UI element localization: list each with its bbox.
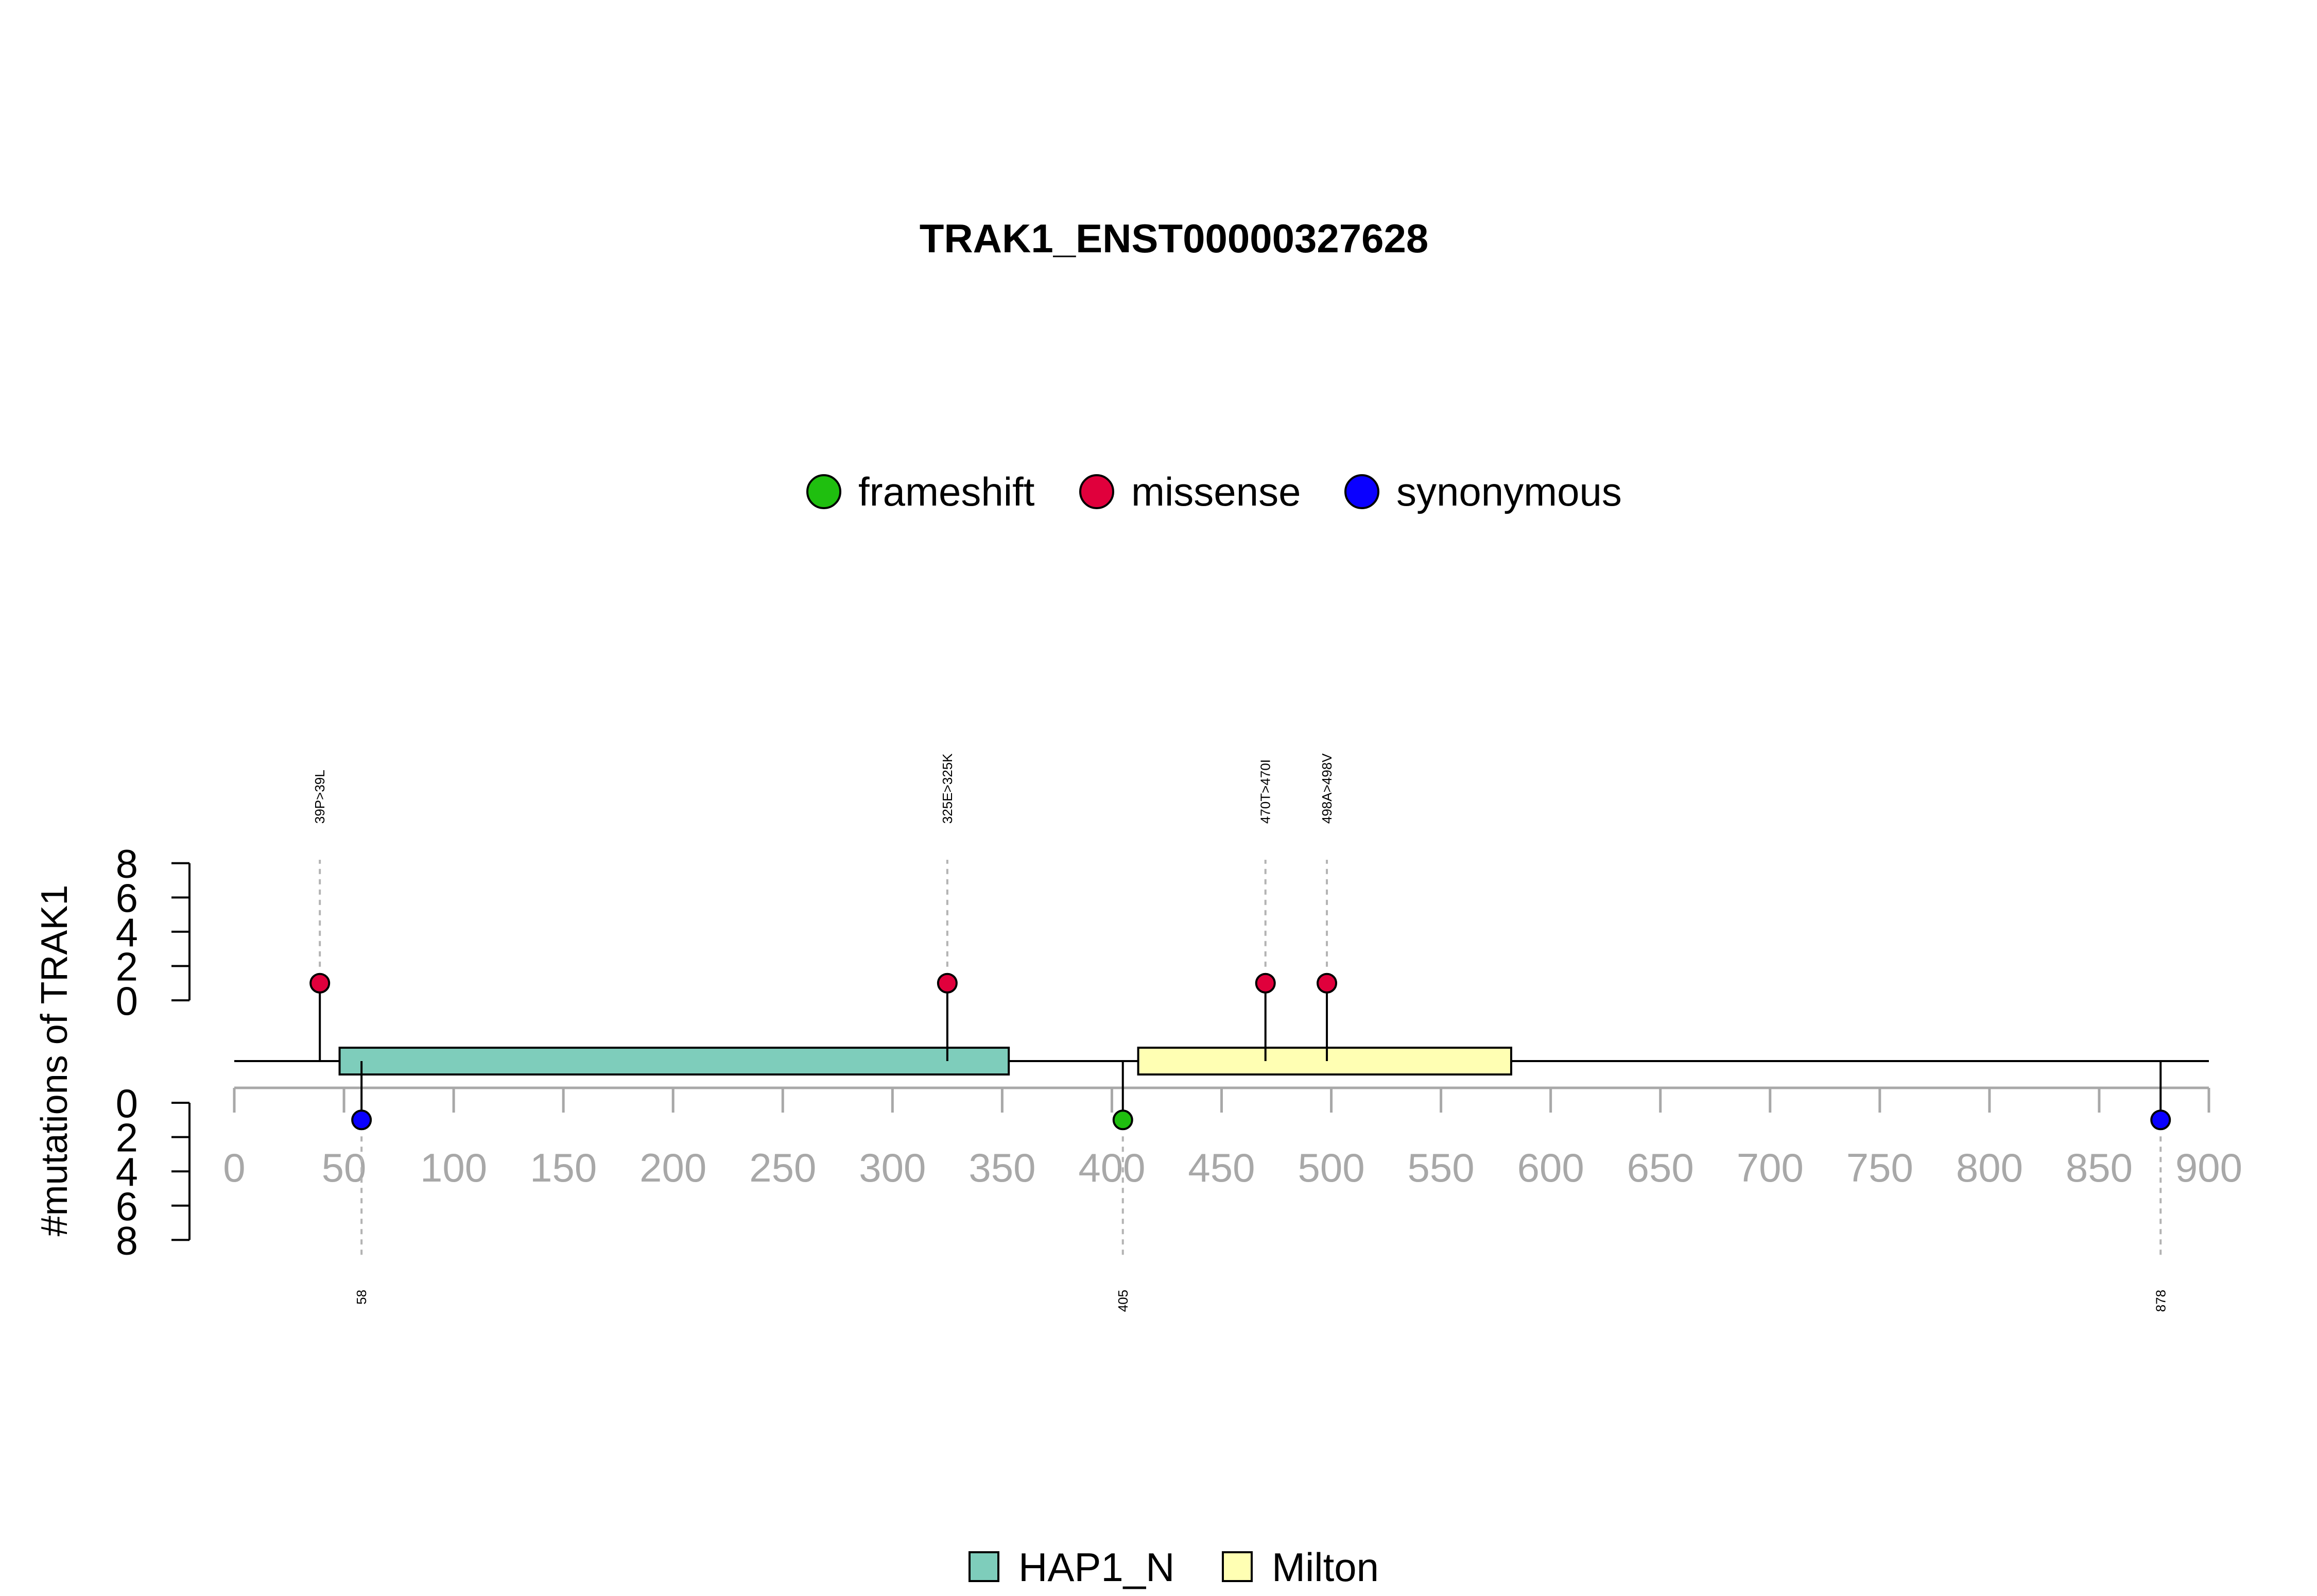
x-tick-label-650: 650: [1627, 1145, 1694, 1190]
mutation-label-498: 498A>498V: [1319, 753, 1335, 824]
mutation-type-legend: frameshift missense synonymous: [806, 469, 1622, 514]
y-tick-label-bottom-0: 0: [116, 1081, 138, 1126]
x-tick-label-400: 400: [1078, 1145, 1145, 1190]
mutation-lollipops: 39P>39L 325E>325K 470T>470I 498A>498V 58 405 8…: [309, 753, 2171, 1312]
domain-legend: HAP1_N Milton: [969, 1545, 1379, 1590]
legend-label-frameshift: frameshift: [858, 469, 1035, 514]
y-tick-label-top-8: 8: [116, 841, 138, 887]
x-tick-label-250: 250: [749, 1145, 816, 1190]
protein-domains: [234, 1047, 2209, 1075]
x-tick-label-350: 350: [969, 1145, 1035, 1190]
legend-label-synonymous: synonymous: [1396, 469, 1622, 514]
x-tick-label-850: 850: [2066, 1145, 2133, 1190]
y-tick-label-bottom-2: 2: [116, 1115, 138, 1160]
domain-HAP1_N: [338, 1047, 1010, 1075]
domain-legend-label-Milton: Milton: [1272, 1545, 1379, 1590]
mutation-label-39: 39P>39L: [312, 770, 327, 824]
x-tick-label-900: 900: [2175, 1145, 2242, 1190]
legend-label-missense: missense: [1131, 469, 1301, 514]
y-tick-label-bottom-4: 4: [116, 1149, 138, 1194]
legend-marker-synonymous: [1344, 474, 1379, 509]
domain-Milton: [1137, 1047, 1512, 1075]
x-tick-label-200: 200: [639, 1145, 706, 1190]
legend-marker-missense: [1079, 474, 1114, 509]
marker-top-498: [1317, 973, 1338, 994]
x-tick-label-550: 550: [1408, 1145, 1475, 1190]
chart-title: TRAK1_ENST00000327628: [920, 216, 1429, 261]
mutation-label-325: 325E>325K: [940, 753, 955, 824]
mutation-label-58: 58: [354, 1290, 369, 1305]
y-axis-label: #mutations of TRAK1: [34, 884, 75, 1236]
domain-legend-marker-HAP1_N: [969, 1551, 999, 1582]
x-tick-label-450: 450: [1188, 1145, 1255, 1190]
x-tick-label-150: 150: [530, 1145, 597, 1190]
y-tick-label-bottom-8: 8: [116, 1218, 138, 1263]
y-tick-label-top-4: 4: [116, 910, 138, 955]
domain-legend-marker-Milton: [1222, 1551, 1253, 1582]
x-tick-label-600: 600: [1517, 1145, 1584, 1190]
mutation-label-405: 405: [1115, 1290, 1131, 1312]
x-tick-label-0: 0: [223, 1145, 245, 1190]
x-axis: 0 50 100 150 200 250 300 350 400 450 500 550 600 650 7…: [223, 1086, 2242, 1190]
x-tick-label-800: 800: [1956, 1145, 2023, 1190]
x-tick-label-300: 300: [859, 1145, 926, 1190]
x-tick-label-750: 750: [1846, 1145, 1913, 1190]
legend-marker-frameshift: [806, 474, 841, 509]
marker-bottom-58: [351, 1109, 372, 1131]
marker-top-325: [937, 973, 958, 994]
x-tick-label-500: 500: [1298, 1145, 1364, 1190]
y-tick-label-bottom-6: 6: [116, 1184, 138, 1229]
mutation-label-470: 470T>470I: [1258, 759, 1273, 824]
marker-bottom-405: [1112, 1109, 1133, 1131]
x-tick-label-50: 50: [322, 1145, 367, 1190]
x-tick-label-700: 700: [1737, 1145, 1804, 1190]
marker-top-39: [309, 973, 331, 994]
mutation-label-878: 878: [2153, 1290, 2168, 1312]
marker-top-470: [1255, 973, 1276, 994]
y-tick-label-top-2: 2: [116, 944, 138, 989]
x-tick-label-100: 100: [420, 1145, 487, 1190]
y-tick-label-top-6: 6: [116, 875, 138, 921]
domain-legend-label-HAP1_N: HAP1_N: [1018, 1545, 1174, 1590]
y-tick-label-top-0: 0: [116, 978, 138, 1023]
marker-bottom-878: [2150, 1109, 2171, 1131]
